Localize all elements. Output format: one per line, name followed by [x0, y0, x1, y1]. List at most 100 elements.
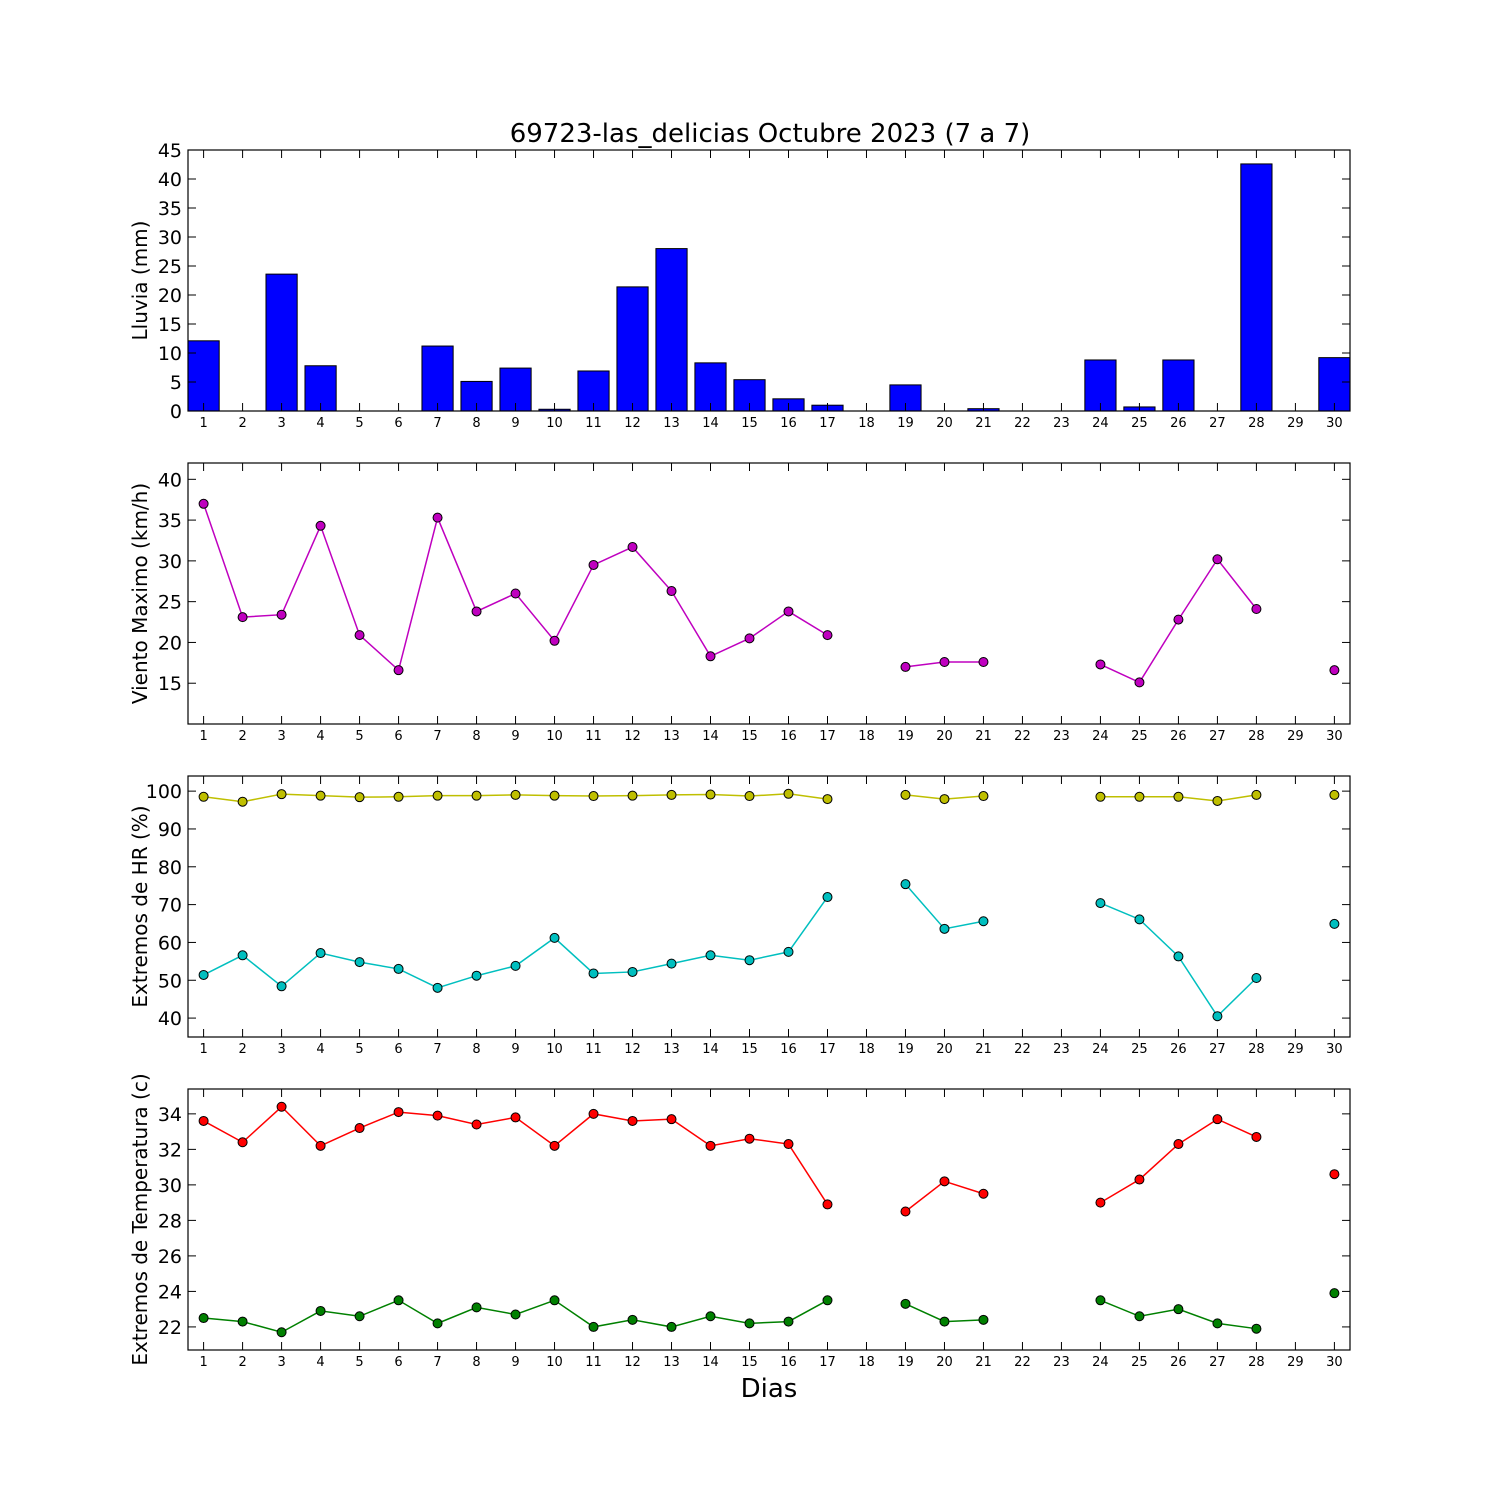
x-tick-label: 11 — [585, 1355, 602, 1370]
x-tick-label: 30 — [1326, 729, 1343, 744]
x-tick-label: 26 — [1170, 416, 1187, 431]
x-tick-label: 20 — [936, 1042, 953, 1057]
point-temp_min-day-19 — [900, 1298, 911, 1309]
y-tick-label: 30 — [158, 1175, 182, 1197]
point-wind-day-13 — [666, 586, 677, 597]
point-hr_max-day-20 — [939, 794, 950, 805]
x-tick-label: 7 — [433, 1042, 441, 1057]
x-tick-label: 28 — [1248, 416, 1265, 431]
point-hr_min-day-9 — [510, 960, 521, 971]
x-tick-label: 8 — [472, 729, 480, 744]
point-wind-day-25 — [1134, 677, 1145, 688]
y-tick-label: 60 — [158, 932, 182, 954]
x-tick-label: 10 — [546, 1042, 563, 1057]
point-temp_max-day-10 — [549, 1140, 560, 1151]
point-wind-day-20 — [939, 657, 950, 668]
point-temp_max-day-4 — [315, 1140, 326, 1151]
x-tick-label: 26 — [1170, 1355, 1187, 1370]
x-tick-label: 19 — [897, 1355, 914, 1370]
x-tick-label: 7 — [433, 729, 441, 744]
point-wind-day-16 — [783, 606, 794, 617]
point-temp_min-day-11 — [588, 1321, 599, 1332]
x-tick-label: 6 — [394, 416, 402, 431]
plot-frame — [187, 149, 1351, 412]
y-tick-label: 35 — [158, 510, 182, 532]
x-axis-label: Dias — [741, 1374, 798, 1404]
point-temp_min-day-2 — [237, 1316, 248, 1327]
bar-day-3 — [265, 273, 298, 412]
x-tick-label: 12 — [624, 729, 641, 744]
point-wind-day-5 — [354, 630, 365, 641]
point-hr_max-day-26 — [1173, 791, 1184, 802]
y-tick-label: 20 — [158, 632, 182, 654]
point-temp_max-day-15 — [744, 1133, 755, 1144]
x-tick-label: 25 — [1131, 1042, 1148, 1057]
x-tick-label: 16 — [780, 1355, 797, 1370]
x-tick-label: 23 — [1053, 416, 1070, 431]
y-tick-label: 15 — [158, 314, 182, 336]
x-tick-label: 28 — [1248, 1042, 1265, 1057]
y-tick-label: 45 — [158, 140, 182, 162]
point-wind-day-21 — [978, 657, 989, 668]
point-hr_max-day-27 — [1212, 795, 1223, 806]
point-hr_min-day-21 — [978, 916, 989, 927]
point-temp_min-day-28 — [1251, 1323, 1262, 1334]
y-tick-label: 35 — [158, 198, 182, 220]
point-hr_max-day-1 — [198, 791, 209, 802]
bar-day-13 — [655, 248, 688, 412]
point-hr_max-day-13 — [666, 789, 677, 800]
point-hr_min-day-16 — [783, 946, 794, 957]
x-tick-label: 15 — [741, 1355, 758, 1370]
x-tick-label: 2 — [238, 1042, 246, 1057]
x-tick-label: 7 — [433, 416, 441, 431]
y-axis-label: Lluvia (mm) — [128, 221, 152, 341]
x-tick-label: 25 — [1131, 416, 1148, 431]
y-tick-label: 10 — [158, 343, 182, 365]
x-tick-label: 8 — [472, 416, 480, 431]
x-tick-label: 27 — [1209, 416, 1226, 431]
x-tick-label: 4 — [316, 1042, 324, 1057]
point-hr_min-day-24 — [1095, 898, 1106, 909]
x-tick-label: 16 — [780, 416, 797, 431]
point-hr_min-day-8 — [471, 970, 482, 981]
x-tick-label: 26 — [1170, 1042, 1187, 1057]
y-tick-label: 40 — [158, 169, 182, 191]
point-temp_max-day-26 — [1173, 1139, 1184, 1150]
x-tick-label: 30 — [1326, 416, 1343, 431]
y-tick-label: 26 — [158, 1246, 182, 1268]
x-tick-label: 10 — [546, 416, 563, 431]
point-hr_min-day-6 — [393, 963, 404, 974]
x-tick-label: 20 — [936, 729, 953, 744]
x-tick-label: 20 — [936, 416, 953, 431]
x-tick-label: 24 — [1092, 1355, 1109, 1370]
x-tick-label: 14 — [702, 1042, 719, 1057]
point-hr_min-day-26 — [1173, 951, 1184, 962]
point-temp_max-day-13 — [666, 1114, 677, 1125]
x-tick-label: 12 — [624, 1042, 641, 1057]
x-tick-label: 21 — [975, 729, 992, 744]
x-tick-label: 28 — [1248, 729, 1265, 744]
x-tick-label: 2 — [238, 416, 246, 431]
x-tick-label: 10 — [546, 1355, 563, 1370]
point-hr_max-day-6 — [393, 791, 404, 802]
point-wind-day-4 — [315, 520, 326, 531]
x-tick-label: 2 — [238, 729, 246, 744]
x-tick-label: 22 — [1014, 1355, 1031, 1370]
x-tick-label: 6 — [394, 1355, 402, 1370]
point-hr_min-day-27 — [1212, 1011, 1223, 1022]
y-tick-label: 24 — [158, 1281, 182, 1303]
y-tick-label: 0 — [170, 401, 182, 423]
point-hr_min-day-7 — [432, 982, 443, 993]
point-wind-day-9 — [510, 588, 521, 599]
point-wind-day-19 — [900, 661, 911, 672]
y-tick-label: 20 — [158, 285, 182, 307]
x-tick-label: 3 — [277, 416, 285, 431]
point-hr_min-day-17 — [822, 892, 833, 903]
x-tick-label: 23 — [1053, 1042, 1070, 1057]
point-hr_min-day-5 — [354, 957, 365, 968]
x-tick-label: 18 — [858, 729, 875, 744]
